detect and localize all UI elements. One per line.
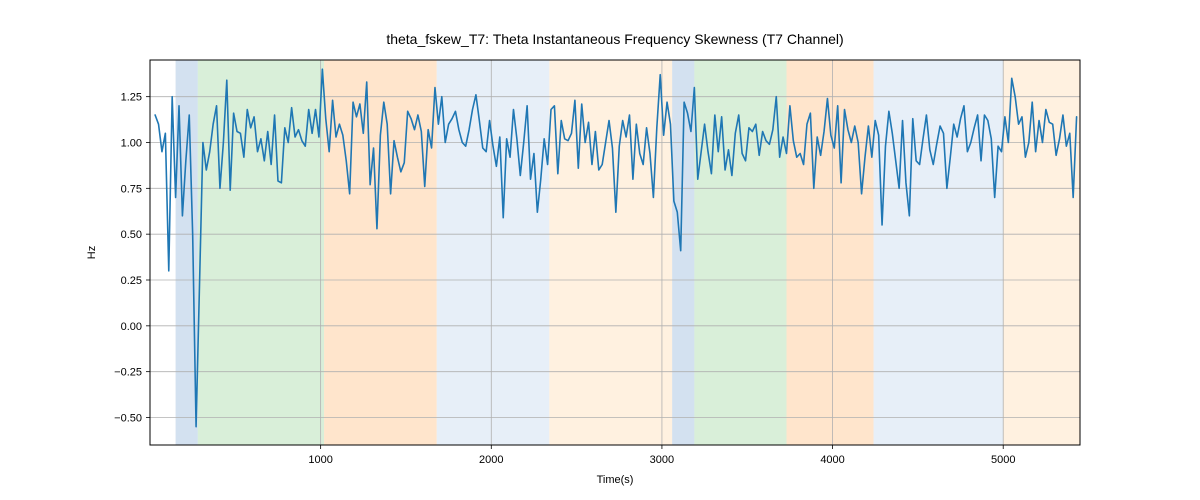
ytick-label: −0.25: [114, 367, 142, 379]
chart-container: 1000 2000 3000 4000 5000 −0.50 −0.25 0.00 0.25 0.…: [0, 0, 1200, 500]
xtick-label: 5000: [991, 454, 1015, 466]
ytick-label: 1.25: [121, 92, 142, 104]
ytick-label: 1.00: [121, 138, 142, 150]
xtick-label: 2000: [479, 454, 503, 466]
xtick-label: 1000: [308, 454, 332, 466]
xtick-label: 4000: [820, 454, 844, 466]
line-chart: 1000 2000 3000 4000 5000 −0.50 −0.25 0.00 0.25 0.…: [0, 0, 1200, 500]
shaded-band: [1013, 60, 1080, 445]
shaded-band: [694, 60, 786, 445]
shaded-band: [324, 60, 437, 445]
ytick-label: 0.75: [121, 183, 142, 195]
shaded-band: [437, 60, 550, 445]
chart-title: theta_fskew_T7: Theta Instantaneous Freq…: [386, 31, 843, 47]
ytick-label: 0.25: [121, 275, 142, 287]
ytick-label: 0.00: [121, 321, 142, 333]
ytick-label: −0.50: [114, 413, 142, 425]
y-axis-label: Hz: [86, 246, 98, 259]
xtick-label: 3000: [650, 454, 674, 466]
shaded-band: [549, 60, 672, 445]
x-axis-label: Time(s): [597, 474, 634, 486]
ytick-label: 0.50: [121, 229, 142, 241]
